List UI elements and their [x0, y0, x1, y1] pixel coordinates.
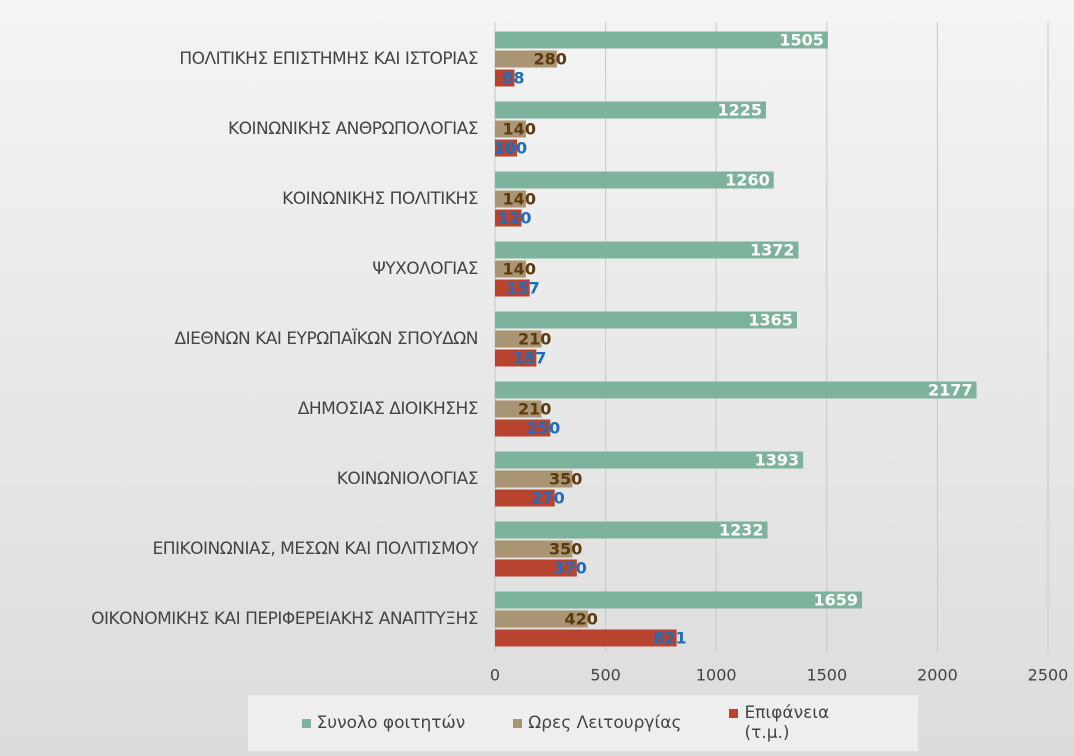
data-label: 157 [506, 279, 539, 298]
data-label: 140 [503, 260, 536, 279]
bar [495, 50, 557, 68]
data-label: 100 [494, 139, 527, 158]
data-label: 1365 [748, 311, 793, 330]
bar [495, 400, 542, 418]
data-label: 1260 [725, 171, 770, 190]
y-tick-label: ΚΟΙΝΩΝΙΚΗΣ ΑΝΘΡΩΠΟΛΟΓΙΑΣ [228, 119, 478, 139]
legend-label: Επιφάνεια (τ.μ.) [744, 703, 830, 743]
legend-label: Συνολο φοιτητών [316, 713, 466, 733]
bar [495, 241, 799, 259]
bar [495, 610, 588, 628]
data-label: 120 [498, 209, 531, 228]
data-label: 1505 [779, 31, 824, 50]
y-tick-label: ΔΗΜΟΣΙΑΣ ΔΙΟΙΚΗΣΗΣ [298, 399, 478, 419]
data-label: 1232 [719, 521, 764, 540]
data-label: 280 [534, 50, 567, 69]
bar [495, 139, 518, 157]
data-label: 250 [527, 419, 560, 438]
data-label: 1393 [755, 451, 800, 470]
bar [495, 451, 804, 469]
bar [495, 31, 828, 49]
x-tick-label: 500 [590, 666, 621, 685]
data-label: 88 [502, 69, 524, 88]
x-tick-label: 1000 [696, 666, 737, 685]
data-label: 1659 [813, 591, 858, 610]
legend-swatch [301, 719, 311, 728]
data-label: 210 [518, 400, 551, 419]
bar [495, 629, 677, 647]
y-tick-label: ΚΟΙΝΩΝΙΚΗΣ ΠΟΛΙΤΙΚΗΣ [282, 189, 478, 209]
y-tick-label: ΠΟΛΙΤΙΚΗΣ ΕΠΙΣΤΗΜΗΣ ΚΑΙ ΙΣΤΟΡΙΑΣ [179, 49, 478, 69]
legend: Συνολο φοιτητών Ωρες Λειτουργίας Επιφάνεια… [248, 695, 918, 751]
y-tick-label: ΕΠΙΚΟΙΝΩΝΙΑΣ, ΜΕΣΩΝ ΚΑΙ ΠΟΛΙΤΙΣΜΟΥ [152, 539, 479, 559]
bar [495, 559, 577, 577]
bar [495, 209, 522, 227]
bar [495, 311, 797, 329]
data-label: 1372 [750, 241, 795, 260]
data-label: 2177 [928, 381, 973, 400]
data-label: 350 [549, 540, 582, 559]
data-label: 370 [553, 559, 586, 578]
y-tick-label: ΔΙΕΘΝΩΝ ΚΑΙ ΕΥΡΩΠΑΪΚΩΝ ΣΠΟΥΔΩΝ [175, 328, 478, 349]
bar [495, 69, 515, 87]
data-label: 210 [518, 330, 551, 349]
bar [495, 540, 573, 558]
bar [495, 419, 551, 437]
legend-swatch [729, 709, 739, 718]
y-tick-label: ΨΥΧΟΛΟΓΙΑΣ [372, 259, 478, 279]
bar [495, 279, 530, 297]
legend-item: Επιφάνεια (τ.μ.) [729, 703, 864, 743]
bar [495, 489, 555, 507]
data-label: 187 [513, 349, 546, 368]
data-label: 270 [531, 489, 564, 508]
data-label: 350 [549, 470, 582, 489]
bar [495, 591, 862, 609]
bar [495, 190, 526, 208]
data-label: 140 [503, 190, 536, 209]
data-label: 420 [564, 610, 597, 629]
bar [495, 330, 542, 348]
x-tick-label: 1500 [806, 666, 847, 685]
y-tick-label: ΚΟΙΝΩΝΙΟΛΟΓΙΑΣ [337, 469, 478, 489]
bar [495, 120, 526, 138]
x-tick-label: 2500 [1028, 666, 1069, 685]
data-label: 821 [653, 629, 686, 648]
bar [495, 101, 766, 119]
x-tick-label: 0 [490, 666, 500, 685]
legend-label: Ωρες Λειτουργίας [528, 713, 682, 733]
bar [495, 349, 537, 367]
x-tick-label: 2000 [917, 666, 958, 685]
bar [495, 381, 977, 399]
legend-swatch [513, 719, 523, 728]
bar [495, 470, 573, 488]
legend-item: Ωρες Λειτουργίας [513, 713, 681, 733]
bar [495, 171, 774, 189]
y-tick-label: ΟΙΚΟΝΟΜΙΚΗΣ ΚΑΙ ΠΕΡΙΦΕΡΕΙΑΚΗΣ ΑΝΑΠΤΥΞΗΣ [91, 609, 478, 629]
data-label: 1225 [717, 101, 762, 120]
bar [495, 260, 526, 278]
data-label: 140 [503, 120, 536, 139]
legend-item: Συνολο φοιτητών [301, 713, 466, 733]
bar [495, 521, 768, 539]
